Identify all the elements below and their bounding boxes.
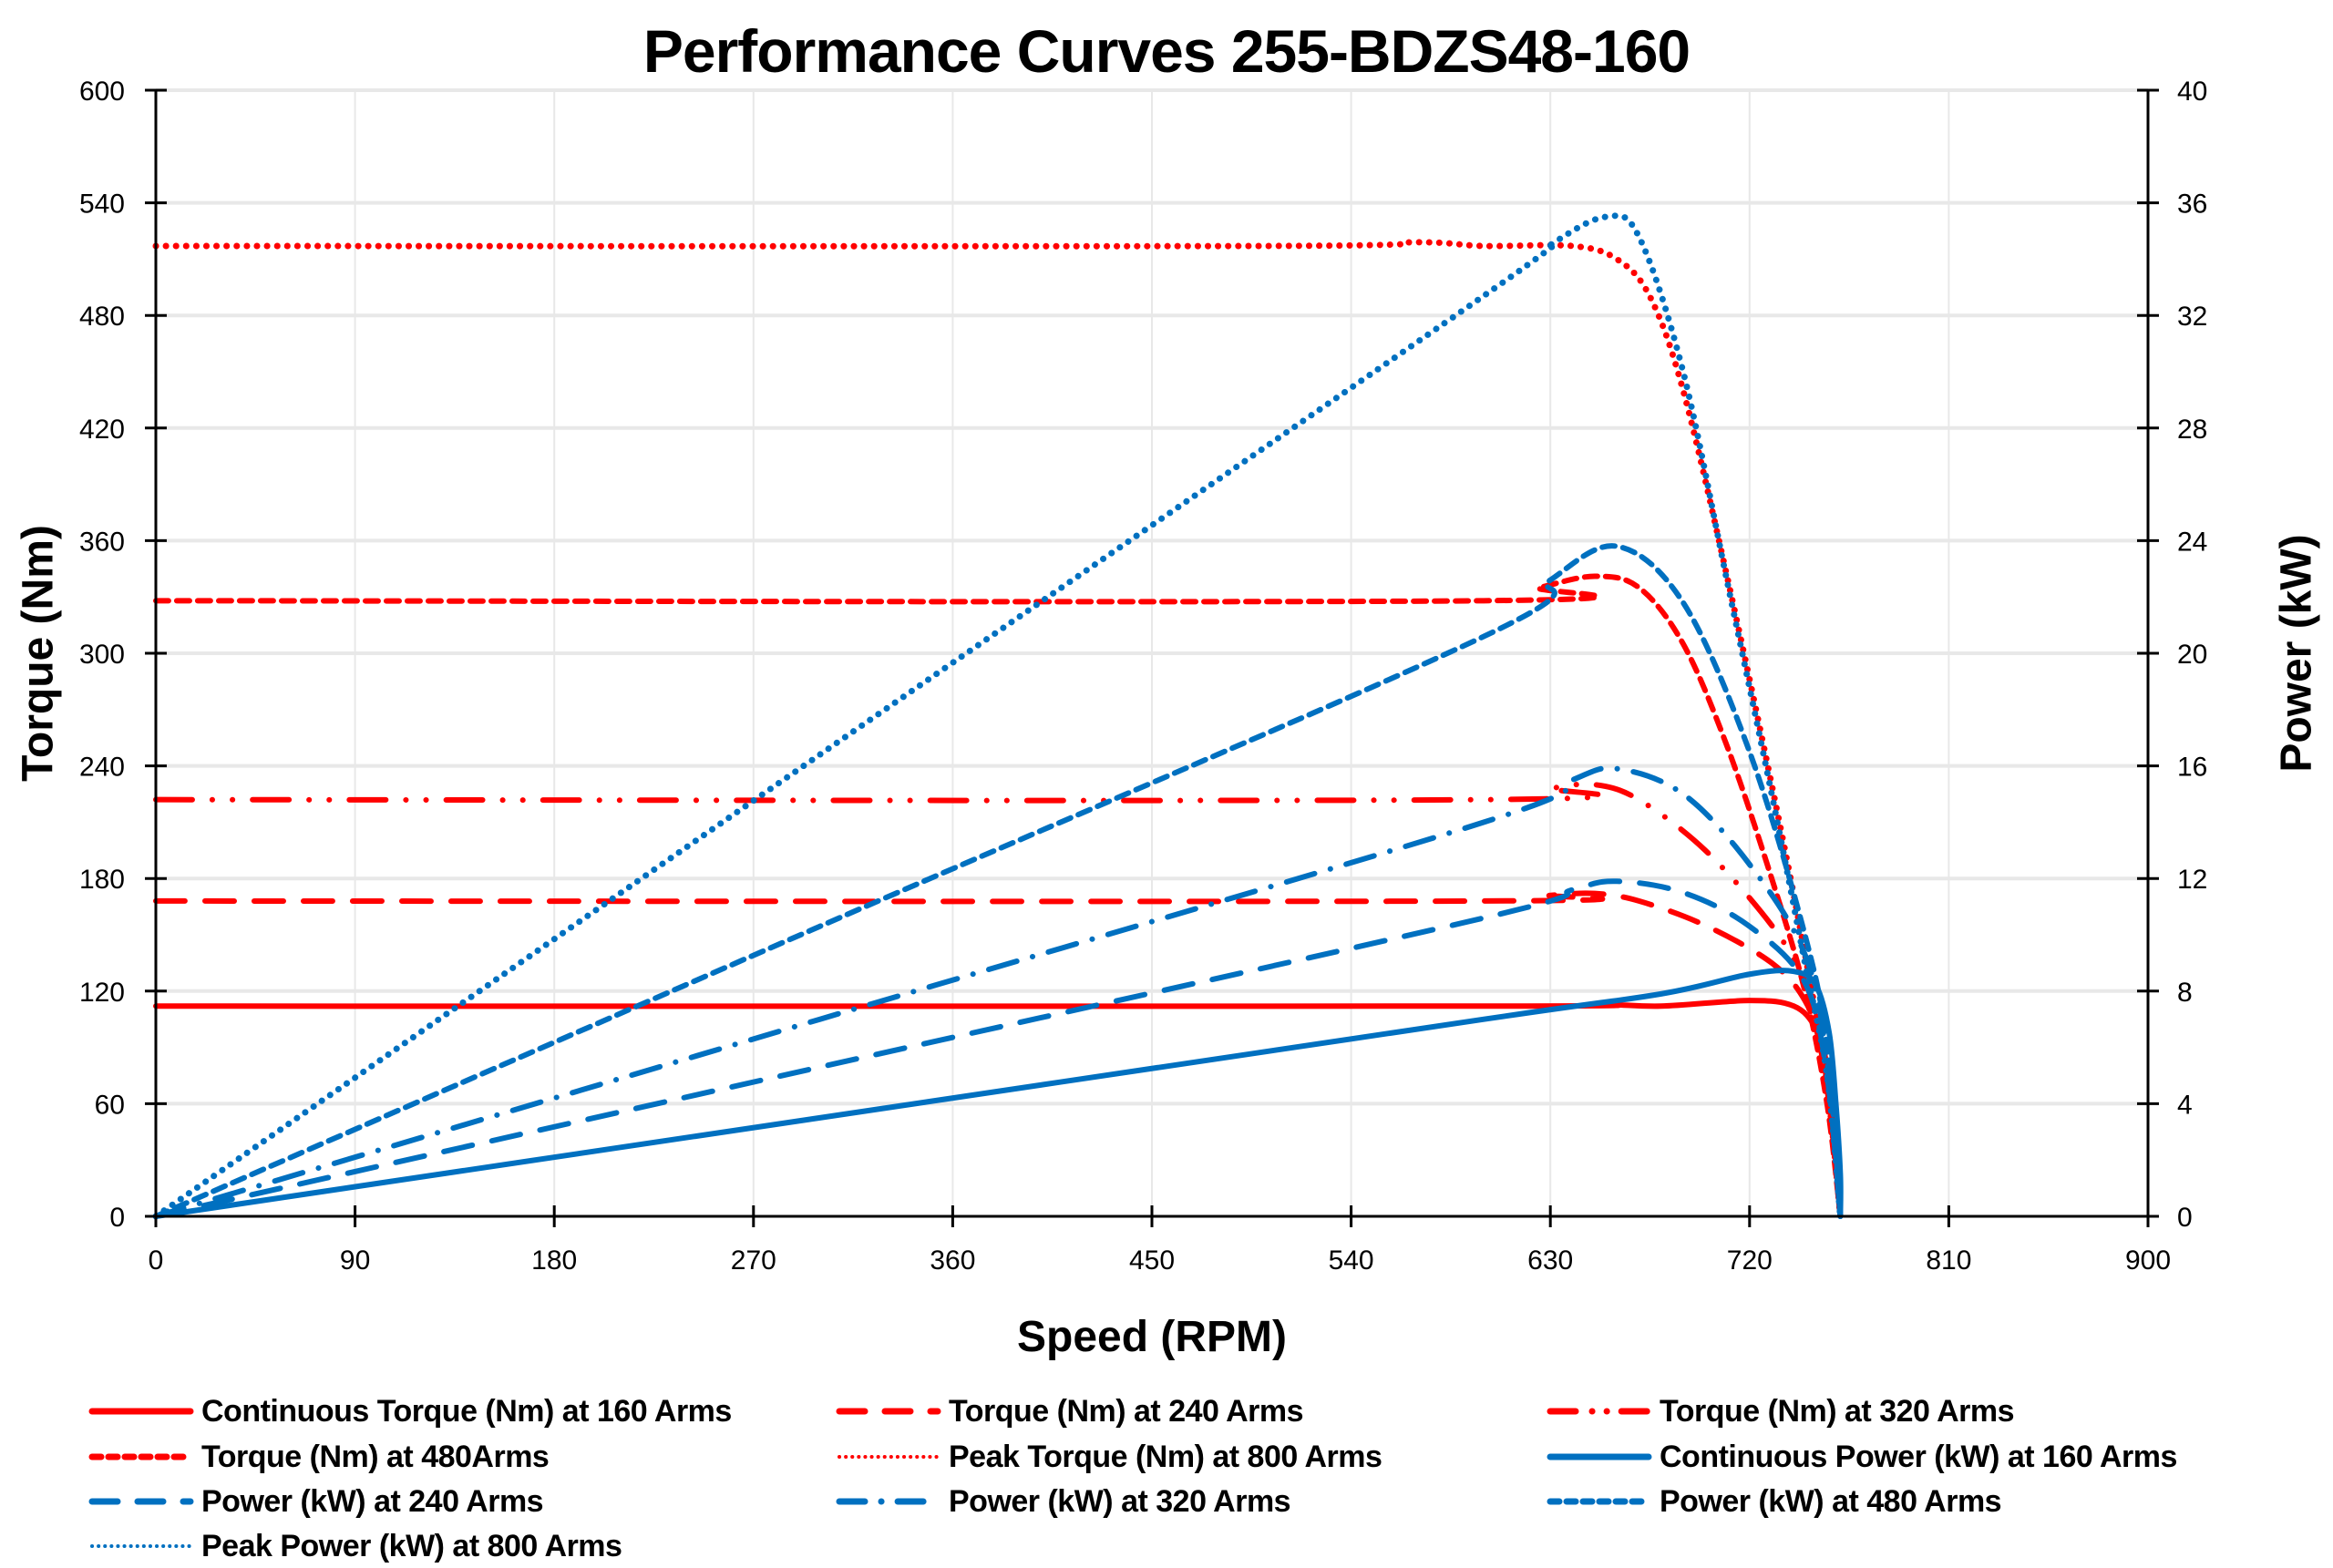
legend-swatch xyxy=(88,1453,194,1460)
y-tick-label-right: 32 xyxy=(2177,302,2207,332)
legend-item: Torque (Nm) at 320 Arms xyxy=(1545,1389,2015,1433)
x-tick-label: 0 xyxy=(149,1245,164,1276)
legend-label: Continuous Power (kW) at 160 Arms xyxy=(1660,1439,2177,1474)
series-line-7 xyxy=(153,878,1844,1219)
x-tick-label: 630 xyxy=(1527,1245,1573,1276)
y-tick-label-right: 8 xyxy=(2177,978,2193,1008)
legend-item: Power (kW) at 480 Arms xyxy=(1545,1480,2002,1523)
series-line-2 xyxy=(153,890,1844,1219)
legend-label: Torque (Nm) at 480Arms xyxy=(201,1439,550,1474)
series-line-5 xyxy=(152,239,1844,1220)
legend: Continuous Torque (Nm) at 160 Arms Torque… xyxy=(87,1389,2319,1563)
legend-label: Peak Power (kW) at 800 Arms xyxy=(201,1528,622,1563)
legend-label: Power (kW) at 240 Arms xyxy=(201,1483,544,1519)
y-tick-label-left: 120 xyxy=(79,978,125,1008)
y-tick-label-left: 540 xyxy=(79,190,125,220)
series-line-3 xyxy=(153,781,1844,1219)
x-tick-label: 450 xyxy=(1129,1245,1175,1276)
y-tick-label-left: 60 xyxy=(95,1090,125,1120)
axes: 0 90 180 270 360 450 540 630 720 810 9000601201802… xyxy=(79,77,2207,1276)
series-line-6 xyxy=(153,968,1844,1219)
y-tick-label-right: 4 xyxy=(2177,1090,2193,1120)
y-tick-label-left: 240 xyxy=(79,753,125,783)
y-tick-label-right: 12 xyxy=(2177,865,2207,895)
grid-lines xyxy=(156,88,2148,1216)
y-tick-label-left: 420 xyxy=(79,415,125,445)
legend-label: Power (kW) at 320 Arms xyxy=(949,1483,1291,1519)
series-line-8 xyxy=(153,765,1844,1219)
legend-swatch xyxy=(836,1408,941,1415)
y-tick-label-right: 36 xyxy=(2177,190,2207,220)
legend-swatch xyxy=(838,1455,940,1459)
x-tick-label: 540 xyxy=(1329,1245,1374,1276)
legend-item: Continuous Torque (Nm) at 160 Arms xyxy=(87,1389,732,1433)
y-tick-label-left: 180 xyxy=(79,865,125,895)
legend-label: Continuous Torque (Nm) at 160 Arms xyxy=(201,1393,732,1429)
legend-swatch xyxy=(1547,1408,1652,1415)
y-tick-label-left: 480 xyxy=(79,302,125,332)
x-tick-label: 900 xyxy=(2125,1245,2171,1276)
legend-item: Peak Torque (Nm) at 800 Arms xyxy=(834,1435,1382,1479)
y-tick-label-left: 600 xyxy=(79,77,125,107)
legend-label: Power (kW) at 480 Arms xyxy=(1660,1483,2002,1519)
x-tick-label: 180 xyxy=(531,1245,577,1276)
legend-item: Continuous Power (kW) at 160 Arms xyxy=(1545,1435,2177,1479)
y-tick-label-right: 40 xyxy=(2177,77,2207,107)
legend-item: Power (kW) at 320 Arms xyxy=(834,1480,1291,1523)
y-tick-label-left: 300 xyxy=(79,640,125,670)
legend-swatch xyxy=(1547,1453,1652,1460)
legend-item: Torque (Nm) at 240 Arms xyxy=(834,1389,1304,1433)
legend-item: Torque (Nm) at 480Arms xyxy=(87,1435,550,1479)
series-line-10 xyxy=(152,212,1844,1220)
y-tick-label-right: 20 xyxy=(2177,640,2207,670)
y-tick-label-right: 16 xyxy=(2177,753,2207,783)
legend-swatch xyxy=(1547,1498,1652,1505)
legend-swatch xyxy=(88,1408,194,1415)
y-tick-label-left: 0 xyxy=(109,1203,125,1233)
chart-title: Performance Curves 255-BDZS48-160 xyxy=(642,17,1691,85)
y-tick-label-left: 360 xyxy=(79,527,125,557)
y-tick-label-right: 28 xyxy=(2177,415,2207,445)
x-tick-label: 810 xyxy=(1926,1245,1971,1276)
x-axis-label: Speed (RPM) xyxy=(1016,1313,1287,1361)
legend-label: Torque (Nm) at 240 Arms xyxy=(949,1393,1304,1429)
legend-label: Peak Torque (Nm) at 800 Arms xyxy=(949,1439,1382,1474)
legend-swatch xyxy=(836,1498,941,1505)
x-tick-label: 360 xyxy=(930,1245,975,1276)
legend-swatch xyxy=(88,1498,194,1505)
legend-item: Peak Power (kW) at 800 Arms xyxy=(87,1524,622,1568)
series-line-9 xyxy=(153,543,1844,1219)
x-tick-label: 720 xyxy=(1727,1245,1773,1276)
legend-label: Torque (Nm) at 320 Arms xyxy=(1660,1393,2015,1429)
x-tick-label: 90 xyxy=(340,1245,370,1276)
series-line-4 xyxy=(153,573,1844,1219)
legend-swatch xyxy=(90,1544,192,1548)
y-tick-label-right: 0 xyxy=(2177,1203,2193,1233)
y-tick-label-right: 24 xyxy=(2177,527,2207,557)
legend-item: Power (kW) at 240 Arms xyxy=(87,1480,544,1523)
series-group xyxy=(152,212,1844,1220)
x-tick-label: 270 xyxy=(731,1245,776,1276)
